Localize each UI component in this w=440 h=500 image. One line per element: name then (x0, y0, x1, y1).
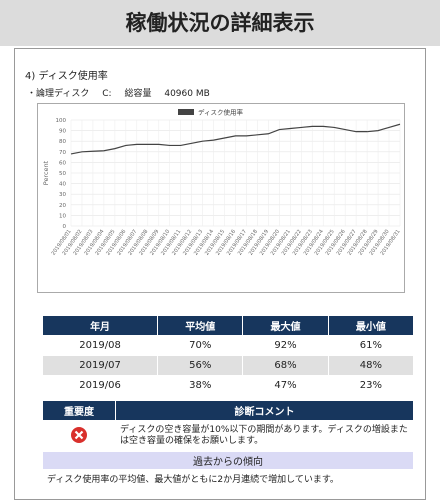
y-tick-label: 40 (59, 182, 66, 188)
page-title: 稼働状況の詳細表示 (0, 0, 440, 46)
trend-title: 過去からの傾向 (42, 451, 414, 470)
y-tick-label: 80 (59, 139, 66, 145)
table-row: 2019/08 70% 92% 61% (41, 335, 415, 356)
y-tick-label: 20 (59, 203, 66, 209)
comment: ディスクの空き容量が10%以下の期間があります。ディスクの増設または空き容量の確… (115, 420, 414, 452)
disk-info: ・論理ディスク C: 総容量 40960 MB (27, 86, 220, 99)
y-axis-label: Percent (42, 160, 50, 185)
capacity-label: 総容量 (124, 89, 152, 99)
y-tick-label: 0 (63, 224, 67, 230)
y-tick-label: 30 (59, 192, 66, 198)
table-cell: 2019/06 (41, 375, 159, 396)
table-cell: 68% (242, 355, 329, 376)
y-tick-label: 70 (59, 150, 66, 156)
table-row: 2019/06 38% 47% 23% (41, 375, 415, 396)
col-header: 重要度 (42, 400, 116, 421)
section-title: 4) ディスク使用率 (25, 71, 108, 82)
y-tick-label: 10 (59, 213, 66, 219)
table-row: 2019/07 56% 68% 48% (41, 355, 415, 376)
trend: ディスク使用率の平均値、最大値がともに2か月連続で増加しています。 (42, 469, 414, 488)
col-header: 最小値 (327, 315, 415, 336)
col-header: 診断コメント (115, 400, 414, 421)
table-cell: 61% (327, 335, 415, 356)
diagnosis-table: 重要度 診断コメント ディスクの空き容量が10%以下の期間があります。ディスクの増… (42, 400, 414, 488)
capacity: 40960 MB (164, 89, 210, 99)
drive: C: (102, 89, 112, 99)
legend-label: ディスク使用率 (198, 108, 244, 117)
table-cell: 92% (242, 335, 329, 356)
table-cell: 23% (327, 375, 415, 396)
y-tick-label: 90 (59, 129, 66, 135)
data-line (70, 123, 401, 155)
table-cell: 2019/07 (41, 355, 159, 376)
severity-cell (42, 420, 116, 452)
table-cell: 38% (157, 375, 244, 396)
col-header: 最大値 (242, 315, 329, 336)
panel: 4) ディスク使用率 ・論理ディスク C: 総容量 40960 MB 0 10 20… (14, 48, 426, 500)
legend-swatch (178, 109, 194, 115)
col-header: 年月 (41, 315, 159, 336)
table-cell: 56% (157, 355, 244, 376)
table-cell: 47% (242, 375, 329, 396)
error-icon (71, 426, 87, 443)
y-tick-label: 50 (59, 171, 66, 177)
disk-label: ・論理ディスク (27, 89, 90, 99)
table-cell: 70% (157, 335, 244, 356)
col-header: 平均値 (157, 315, 244, 336)
chart: 01020304050607080901002019/08/012019/08/… (37, 103, 405, 293)
header-row: 年月 平均値 最大値 最小値 (41, 315, 415, 336)
stats-table: 年月 平均値 最大値 最小値 2019/08 70% 92% 61% 2019/07 56% 68%… (41, 315, 415, 396)
table-cell: 2019/08 (41, 335, 159, 356)
y-tick-label: 60 (59, 160, 66, 166)
y-tick-label: 100 (56, 118, 67, 124)
table-cell: 48% (327, 355, 415, 376)
